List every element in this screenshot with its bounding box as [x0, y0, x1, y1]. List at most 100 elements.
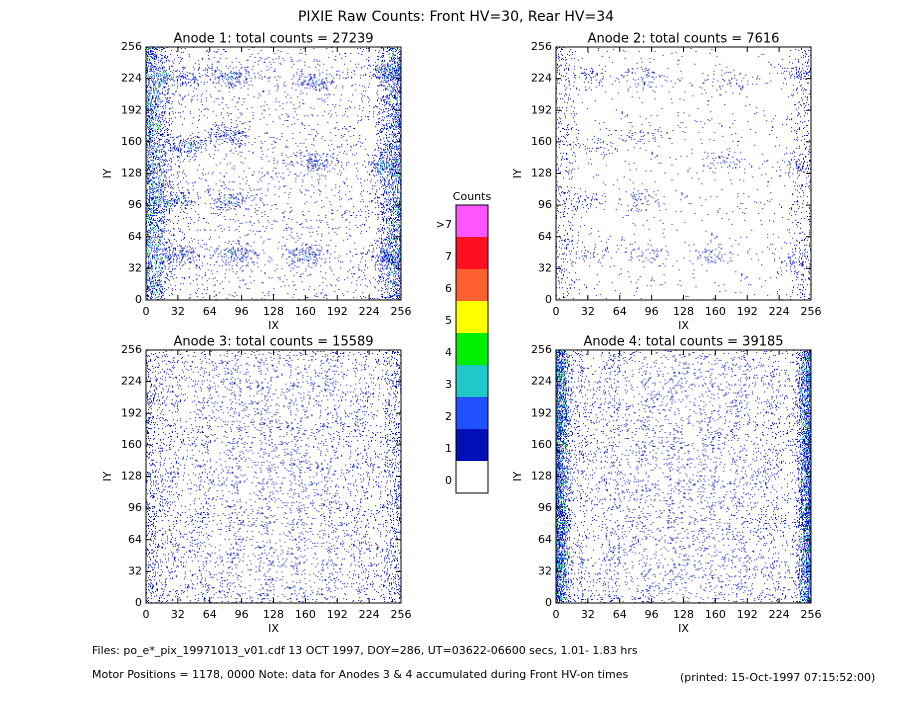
y-axis-label: IY — [511, 471, 524, 481]
x-tick-label: 192 — [737, 608, 758, 621]
y-tick-label: 64 — [128, 533, 142, 546]
x-tick-label: 32 — [171, 608, 185, 621]
colorbar-label: 3 — [445, 378, 452, 391]
x-tick-label: 224 — [359, 305, 380, 318]
x-tick-label: 160 — [705, 305, 726, 318]
colorbar-cell — [456, 397, 488, 429]
x-tick-label: 160 — [705, 608, 726, 621]
y-tick-label: 224 — [531, 375, 552, 388]
y-tick-label: 224 — [531, 72, 552, 85]
y-tick-label: 256 — [531, 40, 552, 53]
y-tick-label: 256 — [121, 343, 142, 356]
x-tick-label: 192 — [737, 305, 758, 318]
y-tick-label: 0 — [545, 596, 552, 609]
colorbar-label: 1 — [445, 442, 452, 455]
x-axis-label: IX — [678, 319, 689, 332]
y-tick-label: 128 — [531, 167, 552, 180]
x-tick-label: 0 — [143, 305, 150, 318]
colorbar-frame — [455, 204, 489, 494]
x-axis-label: IX — [678, 622, 689, 635]
y-tick-label: 64 — [538, 533, 552, 546]
y-tick-label: 224 — [121, 72, 142, 85]
colorbar-cell — [456, 461, 488, 493]
footer-printed: (printed: 15-Oct-1997 07:15:52:00) — [680, 671, 875, 684]
x-tick-label: 256 — [801, 608, 822, 621]
x-tick-label: 256 — [801, 305, 822, 318]
colorbar-label: >7 — [436, 218, 452, 231]
x-tick-label: 64 — [203, 608, 217, 621]
x-tick-label: 64 — [613, 305, 627, 318]
panel-title: Anode 4: total counts = 39185 — [583, 335, 783, 350]
x-tick-label: 160 — [295, 608, 316, 621]
footer-motor: Motor Positions = 1178, 0000 Note: data … — [92, 668, 628, 681]
y-tick-label: 0 — [135, 293, 142, 306]
y-tick-label: 128 — [121, 167, 142, 180]
x-tick-label: 224 — [359, 608, 380, 621]
colorbar-label: 5 — [445, 314, 452, 327]
x-tick-label: 128 — [263, 608, 284, 621]
colorbar-label: 7 — [445, 250, 452, 263]
x-tick-label: 96 — [645, 608, 659, 621]
figure-title: PIXIE Raw Counts: Front HV=30, Rear HV=3… — [298, 9, 614, 25]
colorbar-label: 2 — [445, 410, 452, 423]
x-tick-label: 128 — [673, 608, 694, 621]
y-tick-label: 32 — [128, 261, 142, 274]
colorbar-cell — [456, 333, 488, 365]
colorbar-label: 6 — [445, 282, 452, 295]
x-tick-label: 256 — [391, 608, 412, 621]
colorbar-cell — [456, 237, 488, 269]
y-tick-label: 0 — [135, 596, 142, 609]
y-tick-label: 32 — [538, 564, 552, 577]
y-axis-label: IY — [101, 168, 114, 178]
footer-files: Files: po_e*_pix_19971013_v01.cdf 13 OCT… — [92, 644, 638, 657]
panel-title: Anode 3: total counts = 15589 — [173, 335, 373, 350]
y-tick-label: 224 — [121, 375, 142, 388]
x-axis-label: IX — [268, 622, 279, 635]
y-tick-label: 160 — [531, 438, 552, 451]
colorbar-label: 4 — [445, 346, 452, 359]
y-tick-label: 192 — [121, 406, 142, 419]
x-tick-label: 96 — [235, 305, 249, 318]
y-tick-label: 32 — [128, 564, 142, 577]
panel-title: Anode 1: total counts = 27239 — [173, 32, 373, 47]
y-tick-label: 160 — [531, 135, 552, 148]
x-tick-label: 0 — [553, 608, 560, 621]
y-tick-label: 96 — [538, 501, 552, 514]
y-tick-label: 192 — [531, 406, 552, 419]
colorbar-cell — [456, 429, 488, 461]
y-tick-label: 160 — [121, 135, 142, 148]
x-tick-label: 224 — [769, 305, 790, 318]
x-tick-label: 64 — [203, 305, 217, 318]
x-tick-label: 256 — [391, 305, 412, 318]
y-tick-label: 256 — [121, 40, 142, 53]
y-tick-label: 160 — [121, 438, 142, 451]
y-tick-label: 192 — [121, 103, 142, 116]
y-tick-label: 96 — [128, 198, 142, 211]
x-tick-label: 0 — [553, 305, 560, 318]
colorbar-cell — [456, 205, 488, 237]
y-tick-label: 192 — [531, 103, 552, 116]
y-tick-label: 128 — [531, 470, 552, 483]
x-tick-label: 0 — [143, 608, 150, 621]
colorbar-cell — [456, 365, 488, 397]
y-axis-label: IY — [511, 168, 524, 178]
colorbar-cell — [456, 269, 488, 301]
y-tick-label: 96 — [538, 198, 552, 211]
y-tick-label: 64 — [538, 230, 552, 243]
x-tick-label: 128 — [673, 305, 694, 318]
y-tick-label: 32 — [538, 261, 552, 274]
x-tick-label: 32 — [171, 305, 185, 318]
x-tick-label: 192 — [327, 305, 348, 318]
x-tick-label: 160 — [295, 305, 316, 318]
x-axis-label: IX — [268, 319, 279, 332]
colorbar-cell — [456, 301, 488, 333]
colorbar-label: 0 — [445, 474, 452, 487]
x-tick-label: 192 — [327, 608, 348, 621]
y-axis-label: IY — [101, 471, 114, 481]
pixel-texture — [556, 350, 811, 603]
pixel-texture — [146, 350, 401, 603]
colorbar-title: Counts — [453, 190, 492, 203]
x-tick-label: 128 — [263, 305, 284, 318]
x-tick-label: 224 — [769, 608, 790, 621]
